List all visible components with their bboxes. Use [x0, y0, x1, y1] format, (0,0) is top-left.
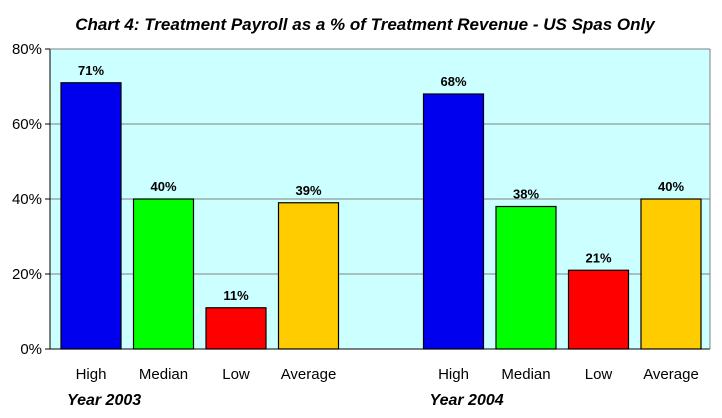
- category-label: Low: [222, 366, 250, 383]
- group-label: Year 2004: [430, 392, 504, 409]
- bar-low: [205, 307, 267, 350]
- data-label: 71%: [78, 63, 104, 78]
- category-label: Median: [501, 366, 550, 383]
- y-tick-label: 40%: [12, 191, 42, 208]
- bar-median: [495, 205, 557, 350]
- chart-title: Chart 4: Treatment Payroll as a % of Tre…: [75, 15, 656, 34]
- category-label: High: [438, 366, 469, 383]
- data-label: 68%: [440, 74, 466, 89]
- category-label: Average: [281, 366, 337, 383]
- bar-high: [60, 82, 122, 350]
- data-label: 21%: [585, 250, 611, 265]
- data-label: 11%: [223, 288, 249, 303]
- category-label: High: [76, 366, 107, 383]
- data-label: 39%: [295, 183, 321, 198]
- y-tick-label: 0%: [20, 341, 42, 358]
- bar-average: [277, 202, 340, 350]
- data-label: 40%: [658, 179, 684, 194]
- y-tick-label: 60%: [12, 116, 42, 133]
- data-label: 40%: [150, 179, 176, 194]
- group-label: Year 2003: [67, 392, 141, 409]
- category-label: Low: [585, 366, 613, 383]
- bar-low: [567, 269, 630, 350]
- bar-median: [132, 198, 195, 350]
- category-label: Average: [643, 366, 699, 383]
- data-label: 38%: [513, 187, 539, 202]
- bar-average: [640, 198, 702, 350]
- y-tick-label: 20%: [12, 266, 42, 283]
- category-label: Median: [139, 366, 188, 383]
- bar-high: [422, 93, 485, 350]
- y-tick-label: 80%: [12, 41, 42, 58]
